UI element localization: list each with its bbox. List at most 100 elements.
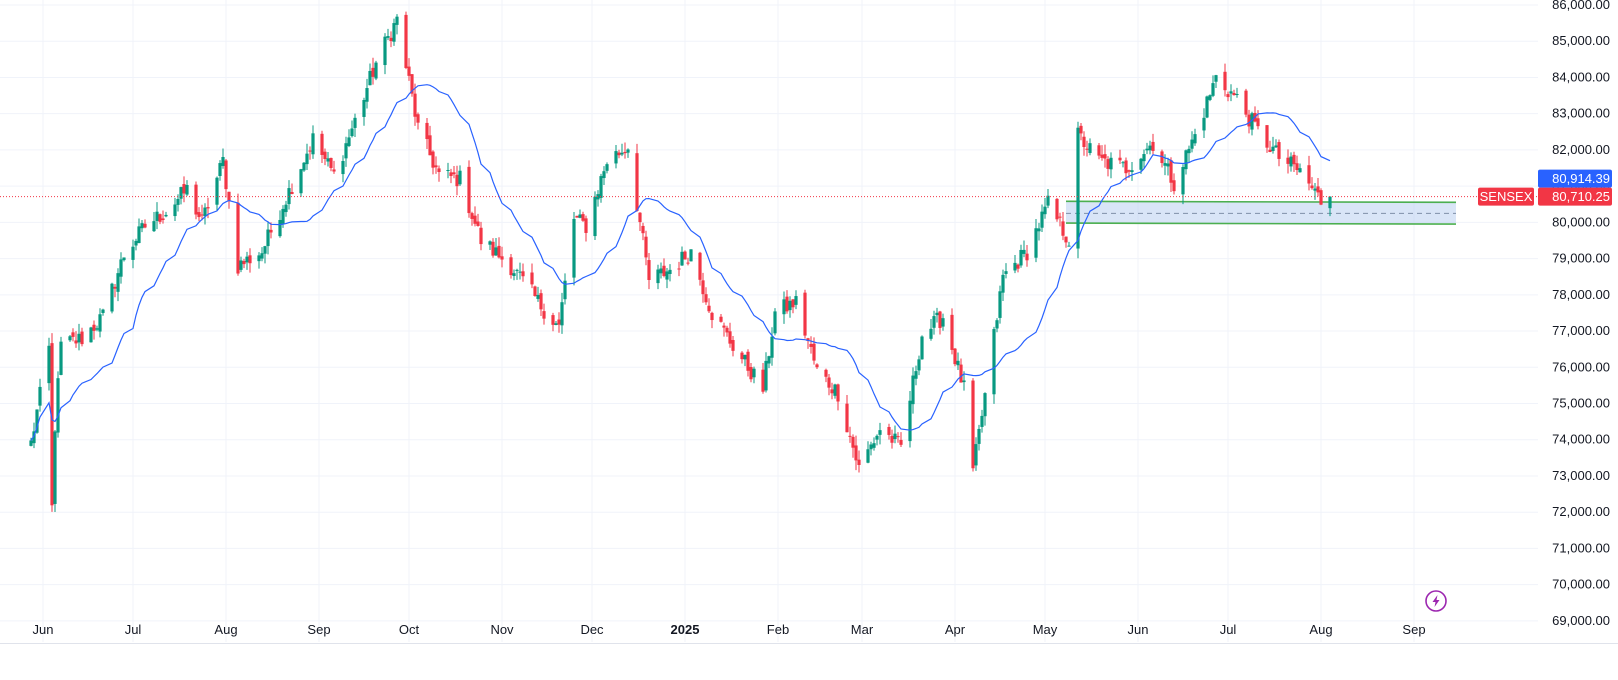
candle-body	[980, 415, 984, 427]
candle-body	[488, 241, 492, 245]
candle-body	[413, 93, 417, 117]
candle	[551, 312, 555, 332]
candle	[1085, 140, 1089, 157]
candle	[542, 303, 546, 325]
candle	[1271, 136, 1275, 154]
candle	[98, 308, 102, 338]
candle	[515, 268, 519, 280]
candle-body	[617, 152, 621, 156]
candle-body	[848, 435, 852, 437]
candle	[782, 291, 786, 324]
candle-body	[929, 328, 933, 339]
candle-body	[686, 262, 690, 264]
candle	[218, 160, 222, 181]
price-axis[interactable]: 69,000.00 70,000.00 71,000.00 72,000.00 73,0…	[1552, 0, 1610, 628]
candle-body	[491, 241, 495, 256]
candle	[1277, 139, 1281, 167]
candle-body	[578, 214, 582, 218]
candle-body	[329, 157, 333, 168]
candle-body	[824, 369, 828, 377]
candle	[29, 437, 33, 447]
candle-body	[1211, 83, 1215, 96]
candle	[536, 286, 540, 302]
candle-body	[935, 312, 939, 316]
zone-bottom-border[interactable]	[1065, 222, 1457, 225]
candle-body	[725, 327, 729, 333]
candle	[857, 450, 861, 473]
candle	[1202, 108, 1206, 139]
candle-body	[473, 215, 477, 224]
candle-body	[1100, 154, 1104, 158]
candle-body	[899, 439, 903, 445]
candle-body	[1160, 151, 1164, 164]
candle-body	[68, 336, 72, 341]
candle	[851, 434, 855, 458]
candle	[1043, 197, 1047, 219]
rectangle-zone[interactable]	[1065, 200, 1457, 225]
candle	[1187, 145, 1191, 163]
time-tick-label: Apr	[945, 622, 966, 637]
candle-body	[626, 149, 630, 153]
candle-body	[815, 364, 819, 368]
candle	[74, 331, 78, 348]
zone-top-border[interactable]	[1065, 200, 1457, 204]
candle	[602, 166, 606, 185]
candle-body	[1235, 94, 1239, 96]
candle-body	[875, 435, 879, 440]
candle	[263, 245, 267, 264]
candle-body	[719, 316, 723, 322]
candle-body	[122, 257, 126, 261]
candle-body	[1016, 264, 1020, 269]
candle	[404, 11, 408, 70]
candle-body	[158, 214, 162, 222]
candle-body	[218, 163, 222, 177]
candle-body	[332, 169, 336, 172]
candle	[119, 252, 123, 284]
lightning-icon[interactable]	[1425, 590, 1447, 612]
candle-body	[1013, 262, 1017, 271]
candle-body	[1313, 188, 1317, 191]
candle	[248, 248, 252, 273]
candle-body	[536, 294, 540, 299]
ma-price-tag: 80,914.39	[1538, 169, 1612, 188]
candle	[596, 190, 600, 207]
candle	[59, 336, 63, 376]
candle	[614, 145, 618, 169]
candle	[1229, 84, 1233, 102]
candle-body	[131, 246, 135, 260]
symbol-tag: SENSEX	[1478, 187, 1534, 206]
price-tick-label: 69,000.00	[1552, 613, 1610, 628]
zone-fill[interactable]	[1066, 201, 1456, 224]
candle	[710, 311, 714, 329]
candle-body	[467, 166, 471, 214]
candle	[707, 298, 711, 314]
candle-body	[1079, 125, 1083, 134]
candle	[635, 143, 639, 212]
candle-body	[605, 164, 609, 171]
candle	[239, 256, 243, 273]
candle-body	[1214, 75, 1218, 82]
candle-body	[992, 329, 996, 395]
candle	[89, 326, 93, 343]
candle-body	[1310, 185, 1314, 189]
candle-body	[581, 214, 585, 221]
candle	[392, 18, 396, 46]
candle	[395, 14, 399, 35]
time-axis[interactable]: Jun Jul Aug Sep Oct Nov Dec 2025 Feb Mar Apr May Jun…	[33, 622, 1426, 637]
candle-body	[1124, 160, 1128, 174]
candle	[1328, 196, 1332, 217]
candle-body	[1181, 167, 1185, 195]
candle-body	[425, 122, 429, 140]
candle-body	[245, 256, 249, 263]
candle-body	[1208, 95, 1212, 100]
candle	[647, 253, 651, 290]
candle-body	[971, 380, 975, 469]
candle	[1106, 156, 1110, 177]
candle-body	[239, 260, 243, 270]
candle-body	[1064, 236, 1068, 243]
candle	[1286, 149, 1290, 174]
candle	[791, 299, 795, 314]
candle-body	[407, 66, 411, 76]
